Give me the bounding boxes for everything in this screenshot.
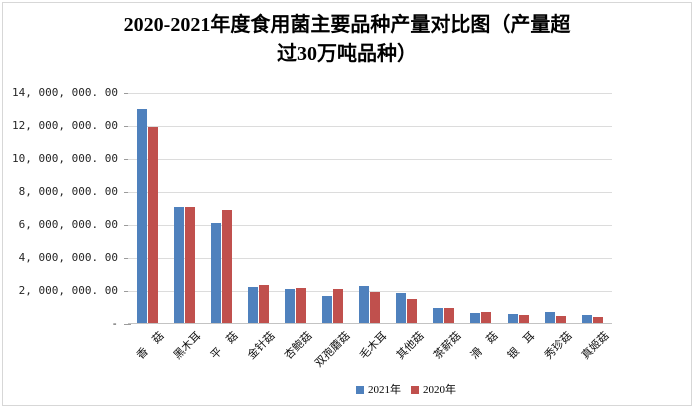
bar-2020-5 [333,289,343,323]
bar-2020-2 [222,210,232,323]
bar-2021-1 [174,207,184,323]
gridline [128,258,612,259]
y-tick-label: 10, 000, 000. 00 [12,152,118,165]
bar-2021-10 [508,314,518,323]
y-tick-mark [124,126,131,127]
chart-title: 2020-2021年度食用菌主要品种产量对比图（产量超 过30万吨品种） [0,11,694,69]
y-tick-mark [124,258,131,259]
bar-2021-0 [137,109,147,323]
x-axis-line [128,323,612,324]
bar-2021-9 [470,313,480,323]
bar-2020-4 [296,288,306,323]
chart-title-line-1: 2020-2021年度食用菌主要品种产量对比图（产量超 [123,14,571,36]
bar-2020-9 [481,312,491,323]
y-tick-label: 6, 000, 000. 00 [18,218,118,231]
legend-swatch-2020 [411,386,419,394]
y-tick-mark [124,192,131,193]
gridline [128,159,612,160]
bar-2020-8 [444,308,454,323]
y-tick-mark [124,225,131,226]
y-tick-label: 12, 000, 000. 00 [12,119,118,132]
y-tick-mark [124,324,131,325]
chart-title-line-2: 过30万吨品种） [277,43,417,65]
bar-2020-12 [593,317,603,323]
legend-label-2020: 2020年 [423,384,456,396]
y-tick-mark [124,93,131,94]
bar-2021-4 [285,289,295,323]
legend-label-2021: 2021年 [368,384,401,396]
y-tick-label: 4, 000, 000. 00 [18,251,118,264]
bar-2020-11 [556,316,566,323]
gridline [128,93,612,94]
bar-2021-2 [211,223,221,323]
bar-2021-5 [322,296,332,323]
y-tick-label: - [111,317,118,330]
y-tick-mark [124,291,131,292]
bar-2020-10 [519,315,529,323]
bar-2021-3 [248,287,258,323]
legend-item-2021: 2021年 [356,384,401,396]
bar-2021-7 [396,293,406,323]
gridline [128,126,612,127]
y-tick-label: 8, 000, 000. 00 [18,185,118,198]
bar-2021-8 [433,308,443,323]
bar-2020-3 [259,285,269,323]
legend-swatch-2021 [356,386,364,394]
bar-2020-1 [185,207,195,323]
legend: 2021年 2020年 [356,384,456,396]
y-tick-label: 2, 000, 000. 00 [18,284,118,297]
legend-item-2020: 2020年 [411,384,456,396]
bar-2020-0 [148,127,158,323]
bar-2021-11 [545,312,555,323]
gridline [128,192,612,193]
y-tick-mark [124,159,131,160]
bar-2021-12 [582,315,592,323]
y-tick-label: 14, 000, 000. 00 [12,86,118,99]
bar-2020-7 [407,299,417,323]
gridline [128,291,612,292]
bar-2020-6 [370,292,380,323]
plot-area [128,93,612,324]
bar-2021-6 [359,286,369,323]
gridline [128,225,612,226]
